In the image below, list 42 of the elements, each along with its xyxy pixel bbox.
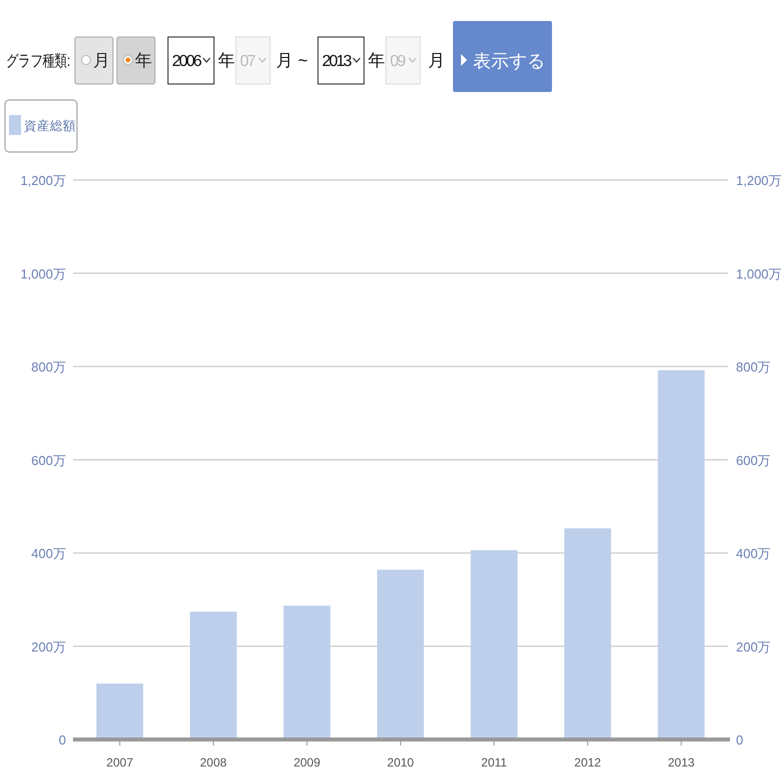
text: 2013 <box>322 53 352 70</box>
y-tick-label: 400万 <box>31 546 66 561</box>
y2-tick-label: 600万 <box>736 452 771 468</box>
y2-tick-label: 1,000万 <box>736 266 781 282</box>
y2-tick-label: 0 <box>736 732 744 748</box>
text: ~ <box>298 51 308 70</box>
bar <box>284 606 330 740</box>
x-tick-label: 2011 <box>481 756 508 770</box>
text: 年 <box>368 51 385 70</box>
x-tick-label: 2009 <box>294 756 321 770</box>
bar <box>190 612 237 740</box>
y-tick-label: 0 <box>58 732 66 748</box>
bar <box>377 570 424 740</box>
legend-label: 資産総額 <box>24 118 76 133</box>
y-tick-label: 1,000万 <box>20 266 66 282</box>
text: 09 <box>390 53 406 70</box>
y-tick-label: 600万 <box>31 452 66 468</box>
text: グラフ種類: <box>6 52 70 70</box>
bar <box>470 550 518 740</box>
x-tick-label: 2007 <box>106 756 134 770</box>
text: 表示する <box>473 51 545 71</box>
text: 年 <box>218 51 235 70</box>
x-tick-label: 2008 <box>200 756 228 770</box>
x-tick-label: 2013 <box>668 756 695 770</box>
text: 年 <box>135 51 152 70</box>
y2-tick-label: 800万 <box>736 360 771 374</box>
bar <box>564 528 612 740</box>
y-tick-label: 800万 <box>31 360 66 374</box>
text: 07 <box>240 53 256 70</box>
y2-tick-label: 200万 <box>736 639 771 654</box>
x-tick-label: 2012 <box>574 756 602 770</box>
x-tick-label: 2010 <box>387 756 414 770</box>
text: 月 <box>276 51 293 70</box>
y2-tick-label: 1,200万 <box>736 173 781 188</box>
text: 2006 <box>172 53 202 70</box>
text: 月 <box>93 51 110 70</box>
y-tick-label: 200万 <box>31 639 66 654</box>
bar <box>658 370 705 740</box>
y2-tick-label: 400万 <box>736 546 771 561</box>
y-tick-label: 1,200万 <box>20 173 66 188</box>
bar <box>96 684 144 740</box>
text: 月 <box>428 51 445 70</box>
